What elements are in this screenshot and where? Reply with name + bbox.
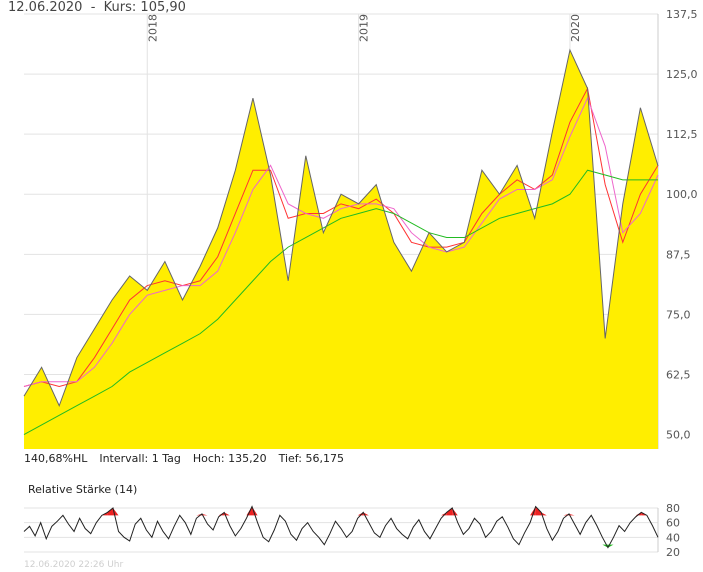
- chart-header: 12.06.2020 - Kurs: 105,90: [8, 0, 186, 15]
- info-range: 140,68%HL: [24, 452, 88, 465]
- price-tick-label: 50,0: [666, 429, 691, 442]
- price-tick-label: 137,5: [666, 8, 698, 21]
- price-tick-label: 100,0: [666, 188, 698, 201]
- moving-average-long-line: [23, 169, 658, 436]
- rsi-overbought-fill: [252, 506, 258, 516]
- price-tick-label: 62,5: [666, 368, 691, 381]
- price-line: [23, 48, 659, 408]
- rsi-title: Relative Stärke (14): [28, 483, 138, 496]
- rsi-overbought-fill: [441, 512, 447, 516]
- year-axis-ticks: 2018 2019 2020: [146, 14, 582, 42]
- rsi-overbought-fill: [446, 508, 453, 516]
- footer-timestamp: 12.06.2020 22:26 Uhr: [24, 560, 124, 570]
- rsi-overbought-fill: [201, 513, 208, 516]
- rsi-overbought-fill: [530, 506, 536, 516]
- header-separator: -: [90, 0, 96, 15]
- rsi-overbought-fill: [635, 512, 642, 516]
- year-tick-label: 2018: [146, 14, 159, 42]
- header-price: Kurs: 105,90: [103, 0, 186, 15]
- year-tick-label: 2019: [358, 14, 371, 42]
- year-tick-label: 2020: [569, 14, 582, 42]
- price-tick-label: 125,0: [666, 68, 698, 81]
- info-high: Hoch: 135,20: [192, 452, 267, 465]
- info-low: Tief: 56,175: [278, 452, 344, 465]
- moving-average-lines: [23, 86, 659, 436]
- moving-average-mid-line: [23, 96, 659, 387]
- info-interval: Intervall: 1 Tag: [99, 452, 181, 465]
- price-tick-label: 75,0: [666, 308, 691, 321]
- rsi-tick-label: 20: [666, 546, 680, 559]
- rsi-overbought-fill: [107, 508, 113, 516]
- rsi-overbought-fill: [569, 513, 575, 516]
- rsi-overbought-fill: [535, 506, 542, 516]
- chart-info-bar: 140,68%HL Intervall: 1 Tag Hoch: 135,20 Tie…: [24, 452, 356, 465]
- price-tick-label: 112,5: [666, 128, 698, 141]
- moving-average-short-line: [23, 86, 659, 388]
- rsi-overbought-fill: [357, 512, 364, 516]
- rsi-overbought-fill: [541, 512, 547, 516]
- price-tick-label: 87,5: [666, 248, 691, 261]
- price-area-fill: [24, 50, 658, 450]
- rsi-tick-label: 60: [666, 517, 680, 530]
- price-chart: 137,5 125,0 112,5 100,0 87,5 75,0 62,5 50,0 201…: [23, 8, 698, 450]
- rsi-overbought-fill: [452, 508, 458, 516]
- rsi-tick-label: 40: [666, 531, 680, 544]
- rsi-tick-label: 80: [666, 502, 680, 515]
- rsi-threshold-fills: [101, 506, 647, 548]
- rsi-line: [23, 505, 659, 549]
- price-axis-ticks: 137,5 125,0 112,5 100,0 87,5 75,0 62,5 50,0: [666, 8, 698, 442]
- header-date: 12.06.2020: [8, 0, 83, 15]
- rsi-grid: [24, 507, 659, 553]
